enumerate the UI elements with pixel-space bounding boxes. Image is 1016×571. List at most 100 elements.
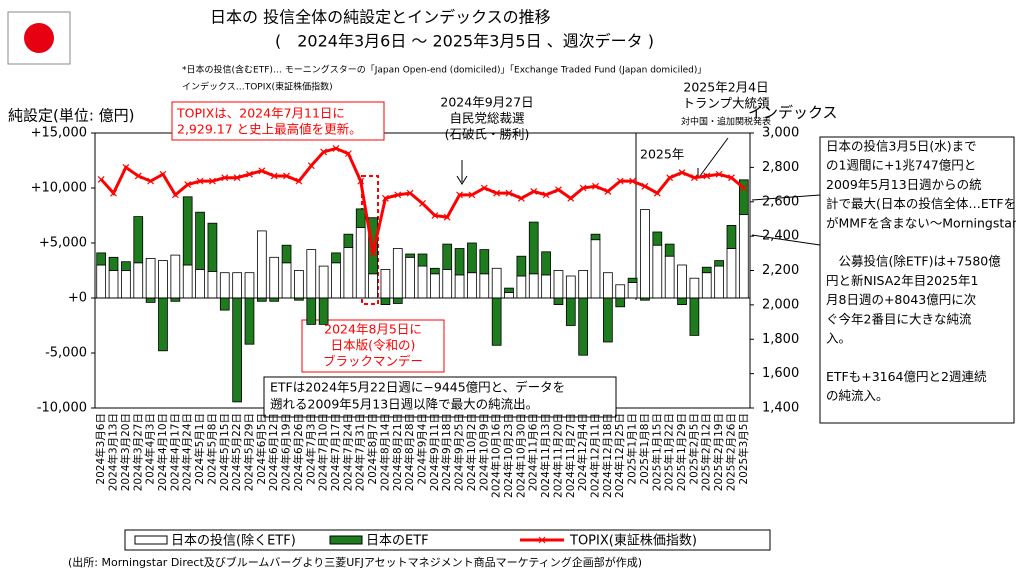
bar — [306, 297, 317, 325]
y2-axis-label: インデックス — [748, 104, 838, 122]
bar — [405, 256, 415, 299]
bar — [380, 297, 391, 305]
bar — [627, 282, 638, 299]
bar — [417, 265, 428, 299]
line-marker — [505, 189, 513, 197]
bar — [380, 268, 391, 299]
bar — [479, 249, 490, 275]
line-marker — [283, 172, 290, 180]
line-marker — [480, 184, 488, 192]
x-tick-label: 2024年12月4日 — [576, 413, 589, 491]
line-marker — [703, 172, 711, 180]
bar — [269, 256, 280, 299]
bar — [133, 216, 144, 264]
annotation: の1週間に+1兆747億円と — [826, 158, 976, 173]
annotation: の純流入。 — [826, 388, 889, 403]
line-marker — [406, 189, 414, 197]
x-tick-label: 2024年6月26日 — [292, 413, 305, 491]
x-tick-label: 2024年4月17日 — [168, 413, 181, 491]
bar — [145, 257, 156, 299]
bar — [96, 252, 107, 266]
bar — [207, 222, 218, 272]
bar — [121, 261, 131, 271]
x-tick-label: 2025年1月1日 — [626, 413, 639, 485]
line-marker — [382, 194, 389, 202]
annotation: ETFも+3164億円と2週連続 — [826, 369, 987, 384]
y2-tick-label: 2,800 — [762, 160, 799, 175]
x-tick-label: 2025年3月5日 — [737, 413, 750, 485]
annotation: 月8日週の+8043億円に次 — [826, 292, 976, 307]
annotation-box — [301, 319, 445, 373]
bar — [652, 244, 663, 299]
x-tick-label: 2024年5月8日 — [205, 413, 218, 485]
line-marker — [344, 150, 352, 158]
line-marker — [369, 249, 377, 257]
y-tick-label: -5,000 — [45, 346, 87, 361]
x-tick-label: 2025年1月15日 — [650, 413, 663, 491]
x-tick-label: 2024年3月6日 — [94, 413, 107, 485]
pointer — [751, 234, 821, 246]
note: *日本の投信(含むETF)… モーニングスターの「Japan Open-end … — [182, 64, 706, 76]
x-tick-label: 2024年7月3日 — [304, 413, 317, 485]
bar — [318, 265, 329, 299]
bar — [689, 277, 700, 299]
line-marker — [604, 188, 612, 195]
bar — [318, 297, 329, 325]
line-marker — [134, 172, 142, 180]
annotation: 2024年8月5日に — [324, 322, 422, 337]
x-tick-label: 2024年3月13日 — [107, 413, 120, 491]
bar — [232, 297, 242, 403]
y2-tick-label: 1,400 — [762, 401, 799, 416]
bar — [467, 242, 477, 274]
x-tick-label: 2024年10月9日 — [477, 413, 490, 491]
bar — [553, 297, 564, 305]
line-marker — [728, 174, 735, 182]
bar — [701, 266, 712, 274]
annotation: 円と新NISA2年目2025年1 — [826, 273, 978, 288]
bar — [689, 297, 700, 336]
bar — [714, 260, 724, 267]
y-axis-label: 純設定(単位: 億円) — [8, 107, 135, 125]
bar — [207, 271, 218, 299]
chart-subtitle: ( 2024年3月6日 〜 2025年3月5日 、週次データ ) — [275, 32, 654, 51]
annotation: 2,929.17 と史上最高値を更新。 — [177, 122, 362, 137]
line-marker — [233, 174, 241, 182]
line-marker — [171, 191, 179, 199]
line-marker — [715, 170, 723, 178]
x-tick-label: 2025年1月22日 — [663, 413, 676, 491]
line-marker — [332, 145, 340, 152]
bar — [121, 270, 131, 299]
arrow — [699, 137, 729, 177]
x-tick-label: 2024年4月24日 — [181, 413, 194, 491]
annotation: 計で最大(日本の投信全体…ETFを含む — [826, 196, 1016, 211]
bar — [158, 260, 168, 299]
bar — [182, 196, 193, 266]
bar — [578, 297, 589, 356]
annotation: 2024年9月27日 — [440, 95, 533, 110]
line-marker — [468, 191, 476, 199]
line-marker — [456, 191, 463, 199]
y2-tick-label: 2,200 — [762, 263, 799, 278]
x-tick-label: 2024年11月6日 — [527, 413, 540, 491]
bar — [738, 214, 749, 299]
bar — [528, 273, 539, 299]
bar — [306, 249, 317, 299]
line-marker — [196, 177, 204, 185]
line-marker — [443, 213, 451, 221]
annotation: 遡れる2009年5月13日週以降で最大の純流出。 — [270, 397, 538, 412]
bar — [714, 265, 724, 299]
annotation: 2025年 — [640, 147, 684, 162]
annotation-box — [263, 376, 617, 418]
bar — [726, 248, 737, 299]
annotation: 日本版(令和の) — [331, 338, 416, 353]
y-tick-label: -10,000 — [37, 401, 87, 416]
bar — [479, 273, 490, 299]
line-marker — [122, 163, 130, 171]
bar — [664, 243, 675, 257]
bar — [454, 248, 465, 276]
x-tick-label: 2025年2月26日 — [724, 413, 737, 491]
x-tick-label: 2024年8月21日 — [391, 413, 404, 491]
bar — [590, 233, 601, 241]
line-marker — [159, 170, 167, 178]
bar — [108, 270, 119, 299]
